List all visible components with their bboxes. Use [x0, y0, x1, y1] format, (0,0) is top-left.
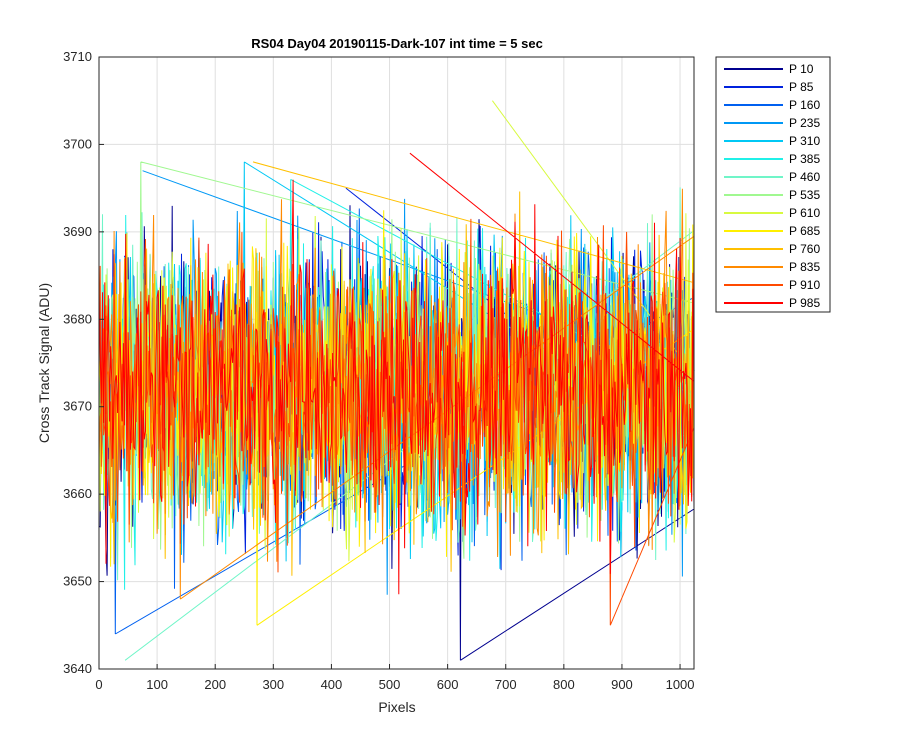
y-tick-label: 3640	[63, 661, 92, 676]
x-tick-label: 0	[95, 677, 102, 692]
y-tick-label: 3670	[63, 399, 92, 414]
legend-label-p-385: P 385	[789, 152, 820, 166]
x-tick-label: 400	[321, 677, 343, 692]
legend-box	[715, 56, 831, 313]
y-axis-label: Cross Track Signal (ADU)	[36, 283, 52, 443]
y-tick-label: 3680	[63, 311, 92, 326]
plot-frame	[98, 56, 695, 670]
x-tick-label: 600	[437, 677, 459, 692]
x-tick-label: 300	[262, 677, 284, 692]
x-tick-label: 800	[553, 677, 575, 692]
y-tick-label: 3700	[63, 136, 92, 151]
legend-label-p-910: P 910	[789, 278, 820, 292]
legend-label-p-160: P 160	[789, 98, 820, 112]
legend-label-p-85: P 85	[789, 80, 814, 94]
x-tick-label: 1000	[666, 677, 695, 692]
legend-label-p-685: P 685	[789, 224, 820, 238]
y-tick-label: 3710	[63, 49, 92, 64]
legend-label-p-235: P 235	[789, 116, 820, 130]
series-line-p-985	[98, 152, 695, 595]
series-line-p-910	[98, 218, 695, 626]
tick-layer: 0 100 200 300 400 500 600 700 800 900 1000 3640 3650…	[63, 49, 694, 692]
legend-label-p-535: P 535	[789, 188, 820, 202]
legend-label-p-985: P 985	[789, 296, 820, 310]
y-tick-label: 3660	[63, 486, 92, 501]
chart-title: RS04 Day04 20190115-Dark-107 int time = …	[251, 36, 543, 51]
legend-label-p-760: P 760	[789, 242, 820, 256]
x-tick-label: 200	[204, 677, 226, 692]
legend-label-p-10: P 10	[789, 62, 814, 76]
x-tick-label: 900	[611, 677, 633, 692]
x-tick-label: 700	[495, 677, 517, 692]
legend-label-p-310: P 310	[789, 134, 820, 148]
legend: P 10 P 85 P 160 P 235 P 310 P 385 P 460 P 535 P …	[715, 56, 831, 313]
legend-label-p-835: P 835	[789, 260, 820, 274]
series-layer	[98, 100, 695, 661]
x-axis-label: Pixels	[378, 699, 415, 715]
y-tick-label: 3690	[63, 224, 92, 239]
y-tick-label: 3650	[63, 574, 92, 589]
legend-label-p-460: P 460	[789, 170, 820, 184]
x-tick-label: 500	[379, 677, 401, 692]
legend-label-p-610: P 610	[789, 206, 820, 220]
x-tick-label: 100	[146, 677, 168, 692]
